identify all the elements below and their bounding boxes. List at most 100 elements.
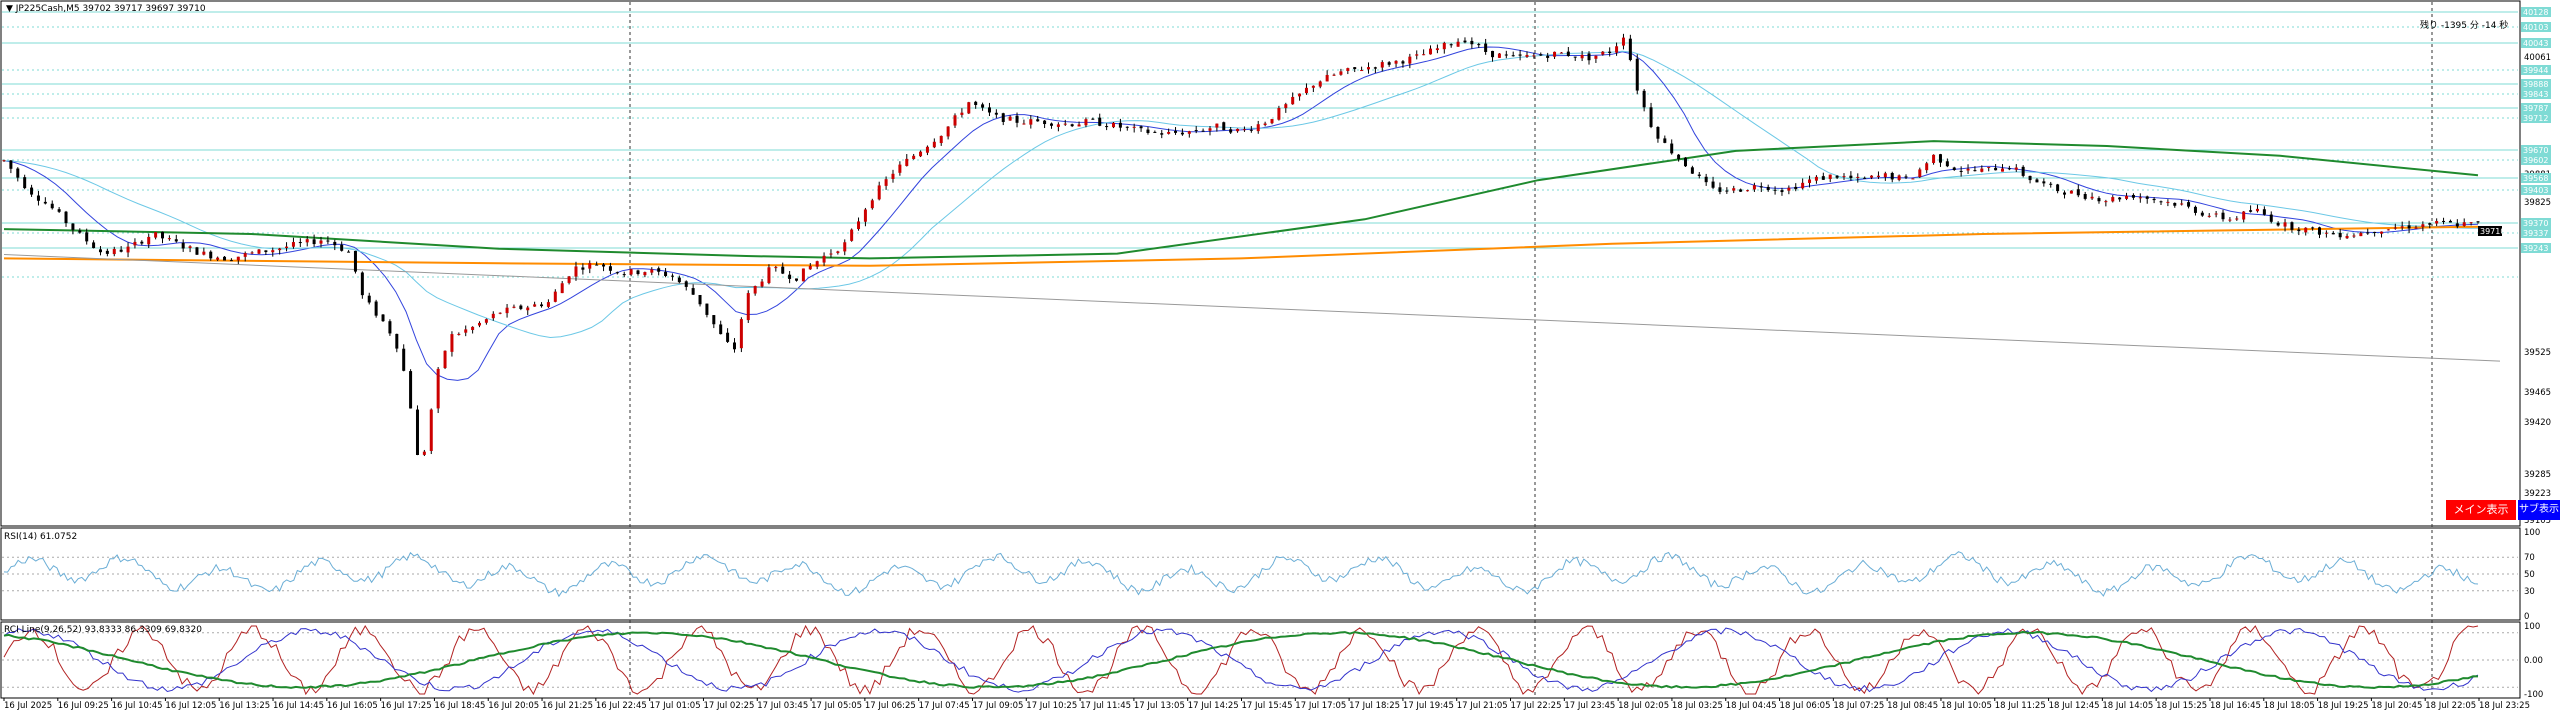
candle-body	[1063, 123, 1067, 125]
candle-body	[553, 291, 557, 302]
candle-body	[1139, 126, 1143, 129]
candle-body	[319, 240, 323, 244]
candle-body	[1911, 178, 1915, 180]
candle-body	[1001, 113, 1005, 122]
candle-body	[243, 253, 247, 257]
time-tick-label: 17 Jul 09:05	[972, 701, 1023, 710]
candle-body	[305, 239, 309, 243]
candle-body	[2152, 198, 2156, 201]
candle-body	[1746, 190, 1750, 192]
candle-body	[857, 221, 861, 230]
candle-body	[1325, 74, 1329, 82]
candle-body	[126, 246, 130, 253]
candle-body	[2007, 168, 2011, 170]
candle-body	[574, 266, 578, 277]
candle-body	[50, 203, 54, 209]
candle-body	[595, 264, 599, 266]
candle-body	[112, 249, 116, 255]
candle-body	[1945, 161, 1949, 167]
candle-body	[1697, 174, 1701, 176]
time-tick-label: 16 Jul 14:45	[273, 701, 324, 710]
candle-body	[1794, 186, 1798, 190]
candle-body	[815, 261, 819, 267]
candle-body	[2269, 214, 2273, 222]
rci-header: RCI Line(9,26,52) 93.8333 86.3309 69.832…	[4, 625, 202, 635]
time-tick-label: 17 Jul 07:45	[919, 701, 970, 710]
candle-body	[381, 314, 385, 322]
candle-body	[271, 250, 275, 253]
candle-body	[1725, 190, 1729, 192]
candle-body	[1429, 48, 1433, 55]
time-tick-label: 17 Jul 10:25	[1026, 701, 1077, 710]
candle-body	[898, 164, 902, 173]
candle-body	[946, 126, 950, 137]
candle-body	[1160, 133, 1164, 135]
candle-body	[2104, 201, 2108, 203]
candle-body	[2111, 197, 2115, 202]
candle-body	[1690, 167, 1694, 174]
candle-body	[636, 270, 640, 275]
candle-body	[1663, 138, 1667, 143]
main-display-button[interactable]: メイン表示	[2446, 500, 2516, 520]
level-tag-label: 40103	[2523, 23, 2548, 32]
candle-body	[2049, 183, 2053, 185]
candle-body	[1401, 61, 1405, 64]
candle-body	[1332, 74, 1336, 76]
candle-body	[1952, 167, 1956, 171]
candle-body	[257, 249, 261, 254]
candle-body	[285, 246, 289, 249]
time-tick-label: 16 Jul 20:05	[488, 701, 539, 710]
candle-body	[1718, 187, 1722, 192]
candle-body	[278, 248, 282, 251]
time-tick-label: 16 Jul 2025	[4, 701, 52, 710]
candle-body	[2352, 235, 2356, 237]
candle-body	[1353, 67, 1357, 70]
candle-body	[684, 281, 688, 287]
candle-body	[1814, 176, 1818, 181]
candle-body	[719, 324, 723, 335]
candle-body	[478, 322, 482, 326]
time-tick-label: 16 Jul 16:05	[327, 701, 378, 710]
time-tick-label: 17 Jul 23:45	[1564, 701, 1615, 710]
candle-body	[2014, 167, 2018, 170]
candle-body	[1318, 81, 1322, 87]
candle-body	[43, 201, 47, 204]
remaining-time-label: 残り -1395 分 -14 秒	[2420, 19, 2508, 31]
time-tick-label: 18 Jul 22:05	[2425, 701, 2476, 710]
candle-body	[2021, 166, 2025, 176]
candle-body	[2338, 232, 2342, 238]
candle-body	[1029, 119, 1033, 125]
candle-body	[925, 146, 929, 153]
main-chart-frame[interactable]	[0, 0, 2521, 527]
candle-body	[312, 239, 316, 245]
candle-body	[698, 294, 702, 305]
candle-body	[2063, 192, 2067, 195]
time-tick-label: 17 Jul 19:45	[1403, 701, 1454, 710]
candle-body	[1594, 55, 1598, 59]
candle-body	[2331, 232, 2335, 235]
candle-body	[471, 326, 475, 331]
candle-body	[1484, 43, 1488, 52]
candle-body	[863, 209, 867, 222]
candle-body	[64, 211, 68, 224]
candle-body	[1649, 107, 1653, 127]
candle-body	[1373, 67, 1377, 69]
candle-body	[1711, 181, 1715, 188]
candle-body	[161, 231, 165, 239]
level-tag-bg	[2521, 155, 2551, 165]
candle-body	[2442, 220, 2446, 222]
candle-body	[360, 272, 364, 296]
current-price-tag: 39710	[2480, 227, 2505, 236]
candle-body	[333, 241, 337, 246]
candle-body	[505, 307, 509, 314]
candle-body	[533, 304, 537, 307]
candle-body	[326, 240, 330, 242]
candle-body	[1380, 62, 1384, 68]
sub-display-button[interactable]: サブ表示	[2518, 500, 2560, 520]
time-tick-label: 16 Jul 17:25	[381, 701, 432, 710]
candle-body	[1677, 154, 1681, 160]
candle-body	[1628, 38, 1632, 60]
candle-body	[1828, 174, 1832, 179]
candle-body	[2262, 209, 2266, 215]
